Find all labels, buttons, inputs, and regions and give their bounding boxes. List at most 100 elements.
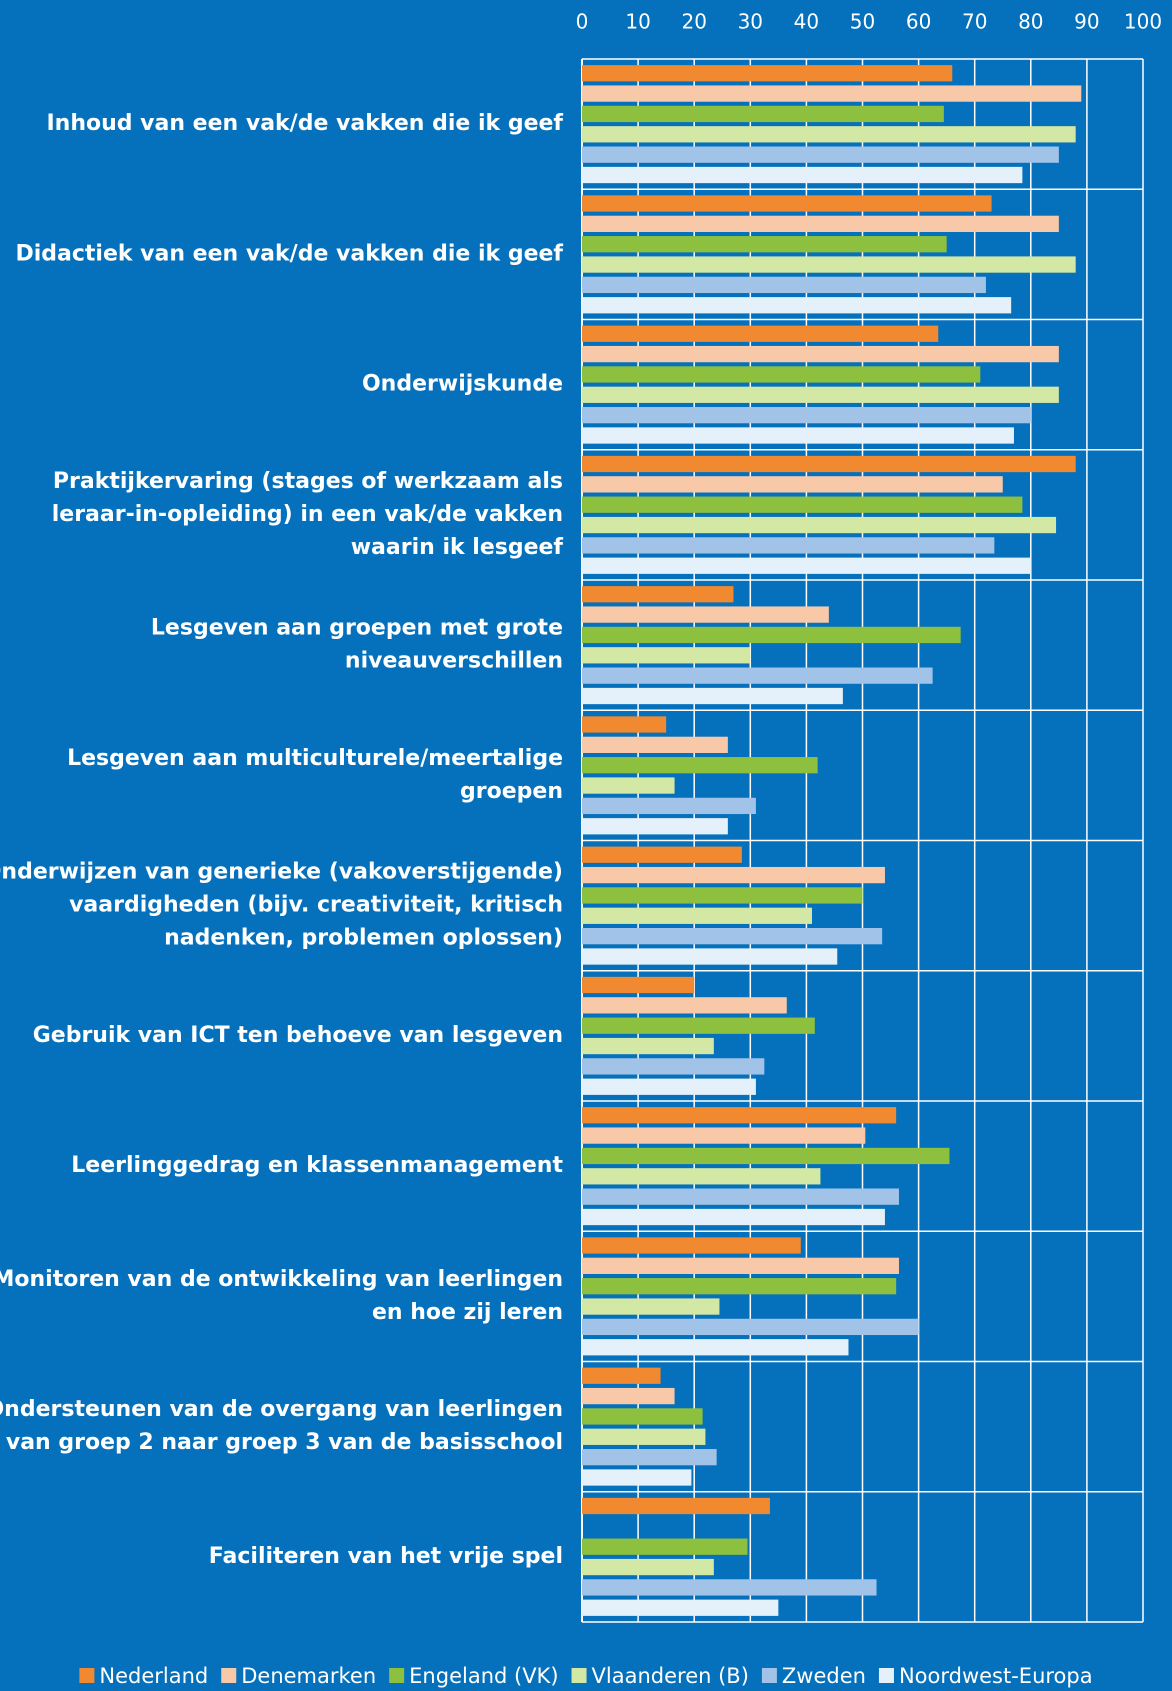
bar	[582, 557, 1031, 574]
category-label-line: vaardigheden (bijv. creativiteit, kritis…	[69, 893, 563, 918]
category-label: Onderwijzen van generieke (vakoverstijge…	[0, 860, 563, 951]
category-label-line: Onderwijzen van generieke (vakoverstijge…	[0, 860, 563, 885]
bar	[582, 1147, 950, 1165]
bar	[582, 1408, 703, 1425]
bar	[582, 1257, 899, 1274]
x-tick-label: 100	[1124, 10, 1162, 34]
bar	[582, 1428, 706, 1445]
bar	[582, 948, 838, 965]
category-label-line: Praktijkervaring (stages of werkzaam als	[53, 469, 563, 494]
legend-swatch	[571, 1668, 587, 1683]
bar	[582, 1127, 866, 1144]
bar	[582, 1037, 714, 1055]
category-label: Monitoren van de ontwikkeling van leerli…	[0, 1267, 563, 1325]
category-label: Leerlinggedrag en klassenmanagement	[71, 1153, 563, 1178]
x-tick-label: 10	[625, 10, 650, 34]
x-tick-label: 40	[794, 10, 819, 34]
bar	[582, 626, 961, 644]
bar	[582, 215, 1059, 232]
legend-swatch	[79, 1668, 95, 1683]
category-label: Gebruik van ICT ten behoeve van lesgeven	[33, 1023, 563, 1048]
bar	[582, 1168, 821, 1185]
bar	[582, 1278, 897, 1295]
bar	[582, 1497, 770, 1515]
bar	[582, 1107, 897, 1124]
bar	[582, 85, 1082, 102]
bar	[582, 647, 751, 664]
bar	[582, 146, 1059, 163]
bar	[582, 736, 728, 753]
category-label-line: Onderwijskunde	[362, 372, 563, 397]
bar	[582, 1058, 765, 1075]
bar	[582, 1599, 779, 1616]
legend-swatch	[761, 1668, 777, 1683]
category-label: Didactiek van een vak/de vakken die ik g…	[15, 241, 563, 266]
bar	[582, 887, 863, 904]
category-label-line: leraar-in-opleiding) in een vak/de vakke…	[52, 502, 563, 527]
x-tick-label: 60	[906, 10, 931, 34]
bar	[582, 907, 813, 924]
bar	[582, 1298, 720, 1315]
x-tick-label: 20	[681, 10, 706, 34]
legend-swatch	[221, 1668, 237, 1683]
bar	[582, 195, 992, 212]
legend-label: Zweden	[782, 1664, 866, 1688]
bar	[582, 818, 728, 835]
category-label: Lesgeven aan multiculturele/meertalige gr…	[67, 746, 563, 804]
category-label-line: en hoe zij leren	[372, 1300, 563, 1325]
bar	[582, 166, 1023, 184]
bar	[582, 386, 1059, 403]
category-label-line: van groep 2 naar groep 3 van de basissch…	[6, 1430, 563, 1455]
bar	[582, 476, 1003, 493]
bar	[582, 256, 1076, 273]
legend-label: Engeland (VK)	[409, 1664, 558, 1688]
bar	[582, 1339, 849, 1356]
x-tick-label: 80	[1018, 10, 1043, 34]
bar	[582, 1318, 919, 1336]
bar	[582, 105, 944, 123]
category-label-line: nadenken, problemen oplossen)	[164, 926, 563, 951]
category-label: Onderwijskunde	[362, 372, 563, 397]
bar	[582, 537, 995, 554]
bar	[582, 126, 1076, 143]
category-label: Praktijkervaring (stages of werkzaam als…	[52, 469, 564, 560]
bar	[582, 1387, 675, 1405]
bar	[582, 1367, 661, 1384]
x-tick-label: 0	[576, 10, 589, 34]
bar	[582, 606, 829, 623]
category-label-line: Didactiek van een vak/de vakken die ik g…	[15, 241, 563, 266]
bar	[582, 325, 939, 342]
bar	[582, 667, 933, 684]
bar	[582, 455, 1076, 473]
bar	[582, 716, 667, 733]
category-label-line: Faciliteren van het vrije spel	[209, 1544, 563, 1569]
category-label-line: waarin ik lesgeef	[351, 535, 564, 560]
category-label-line: Monitoren van de ontwikkeling van leerli…	[0, 1267, 563, 1292]
category-label-line: niveauverschillen	[345, 649, 563, 674]
bar	[582, 1208, 885, 1226]
legend-label: Denemarken	[241, 1664, 376, 1688]
category-label-line: Inhoud van een vak/de vakken die ik geef	[46, 111, 563, 136]
bar	[582, 427, 1014, 444]
x-tick-label: 70	[962, 10, 987, 34]
category-label: Faciliteren van het vrije spel	[209, 1544, 563, 1569]
category-label: Lesgeven aan groepen met grote niveauvers…	[151, 616, 563, 674]
bar	[582, 866, 885, 884]
x-tick-label: 90	[1074, 10, 1099, 34]
bar	[582, 1469, 692, 1486]
legend-label: Vlaanderen (B)	[592, 1664, 749, 1688]
bar	[582, 345, 1059, 363]
bar	[582, 516, 1057, 534]
category-label-line: Ondersteunen van de overgang van leerlin…	[0, 1397, 563, 1422]
bar	[582, 928, 883, 945]
category-label-line: groepen	[460, 779, 563, 804]
bar	[582, 297, 1012, 314]
bar	[582, 1579, 877, 1596]
bar	[582, 236, 947, 253]
bar	[582, 496, 1023, 513]
bar	[582, 276, 986, 294]
category-label-line: Lesgeven aan groepen met grote	[151, 616, 563, 641]
bar	[582, 1538, 748, 1555]
bar	[582, 757, 818, 774]
legend-label: Noordwest-Europa	[899, 1664, 1093, 1688]
